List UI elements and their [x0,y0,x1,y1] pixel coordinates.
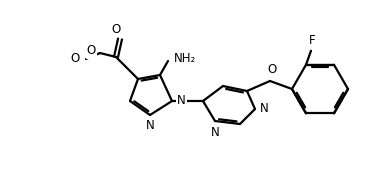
Text: O: O [111,23,121,36]
Text: O: O [71,53,80,66]
Text: N: N [177,94,186,108]
Text: F: F [309,34,315,47]
Text: N: N [211,126,219,139]
Text: N: N [146,119,154,132]
Text: O: O [87,44,96,57]
Text: N: N [260,102,269,115]
Text: NH₂: NH₂ [174,51,196,64]
Text: O: O [267,63,276,76]
